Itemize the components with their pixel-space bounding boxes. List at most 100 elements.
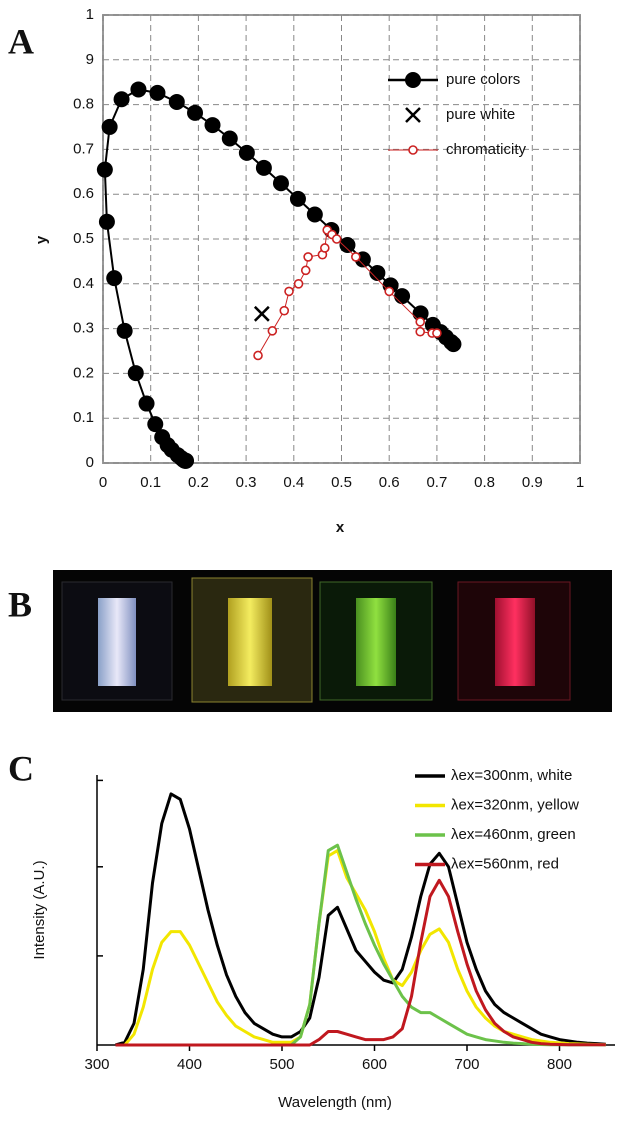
x-tick-label: 0.3	[236, 474, 257, 491]
legend-marker	[405, 72, 421, 88]
point	[369, 264, 386, 281]
x-tick-label: 700	[454, 1056, 479, 1073]
y-axis-label: Intensity (A.U.)	[31, 860, 48, 959]
point	[293, 278, 304, 289]
point	[96, 161, 113, 178]
x-tick-label: 800	[547, 1056, 572, 1073]
point	[339, 237, 356, 254]
point	[415, 326, 426, 337]
point	[116, 322, 133, 339]
x-tick-label: 300	[84, 1056, 109, 1073]
point	[320, 243, 330, 253]
y-tick-label: 0.3	[73, 320, 94, 337]
point	[130, 81, 147, 98]
legend-marker	[408, 145, 418, 155]
y-axis-label: y	[33, 235, 50, 244]
point	[445, 336, 462, 353]
x-axis-label: Wavelength (nm)	[278, 1094, 392, 1111]
panel-label: B	[8, 584, 32, 624]
point	[267, 326, 278, 336]
x-tick-label: 0.7	[426, 474, 447, 491]
x-tick-label: 500	[269, 1056, 294, 1073]
point	[106, 270, 123, 287]
point	[187, 104, 204, 121]
x-tick-label: 0.4	[283, 474, 304, 491]
vial	[495, 598, 535, 686]
y-tick-label: 0	[86, 454, 94, 471]
point	[204, 117, 221, 134]
vial	[228, 598, 272, 686]
series-line	[115, 792, 606, 1047]
point	[394, 288, 411, 305]
x-tick-label: 0.6	[379, 474, 400, 491]
point	[101, 118, 118, 135]
series-line	[103, 88, 455, 462]
point	[412, 305, 429, 322]
vial	[356, 598, 396, 686]
point	[221, 130, 238, 147]
x-tick-label: 0.5	[331, 474, 352, 491]
legend-marker	[405, 107, 421, 123]
y-tick-label: 0.1	[73, 409, 94, 426]
point	[253, 350, 263, 361]
series	[253, 225, 442, 361]
point	[351, 252, 361, 262]
x-tick-label: 400	[177, 1056, 202, 1073]
series-line	[115, 878, 606, 1047]
legend-label: chromaticity	[446, 141, 527, 158]
photo: B	[8, 570, 612, 712]
point	[303, 252, 313, 262]
x-tick-label: 0.8	[474, 474, 495, 491]
point	[432, 328, 442, 338]
series	[115, 792, 606, 1047]
legend-label: λex=460nm, green	[451, 826, 576, 843]
point	[138, 395, 155, 412]
series	[96, 81, 462, 469]
legend-label: pure colors	[446, 71, 520, 88]
y-tick-label: 0.7	[73, 140, 94, 157]
point	[238, 144, 255, 161]
x-tick-label: 600	[362, 1056, 387, 1073]
y-tick-label: 0.5	[73, 230, 94, 247]
legend-label: λex=300nm, white	[451, 767, 572, 784]
point	[272, 175, 289, 192]
y-tick-label: 1	[86, 6, 94, 23]
point	[384, 286, 395, 297]
point	[154, 429, 171, 446]
point	[147, 416, 164, 433]
y-tick-label: 0.6	[73, 185, 94, 202]
point	[98, 213, 115, 230]
series-line	[115, 849, 606, 1047]
point	[331, 234, 342, 244]
point	[300, 265, 311, 276]
point	[415, 317, 426, 327]
y-tick-label: 0.8	[73, 96, 94, 113]
point	[289, 190, 306, 207]
legend-label: pure white	[446, 106, 515, 123]
series	[115, 878, 606, 1047]
point	[255, 159, 272, 176]
point	[253, 305, 270, 322]
point	[168, 93, 185, 110]
x-tick-label: 0.2	[188, 474, 209, 491]
point	[284, 286, 294, 297]
series	[115, 849, 606, 1047]
y-tick-label: 0.4	[73, 275, 94, 292]
x-tick-label: 1	[576, 474, 584, 491]
panel-label: C	[8, 748, 34, 788]
vial	[98, 598, 136, 686]
point	[279, 305, 290, 316]
series	[253, 305, 270, 322]
y-tick-label: 0.2	[73, 364, 94, 381]
point	[306, 206, 323, 223]
x-tick-label: 0.9	[522, 474, 543, 491]
x-tick-label: 0	[99, 474, 107, 491]
panel-label: A	[8, 21, 34, 61]
point	[113, 91, 130, 108]
x-tick-label: 0.1	[140, 474, 161, 491]
point	[149, 84, 166, 101]
legend-label: λex=320nm, yellow	[451, 796, 579, 813]
x-axis-label: x	[336, 519, 345, 536]
